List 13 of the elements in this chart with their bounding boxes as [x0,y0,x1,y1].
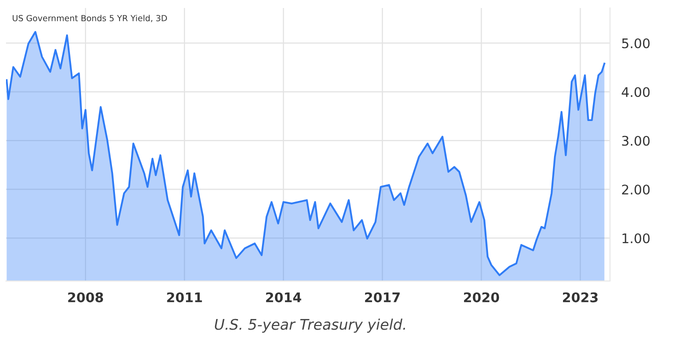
y-tick-label: 2.00 [622,184,650,195]
y-tick-label: 1.00 [622,233,650,244]
text: US Government Bonds 5 YR Yield, 3D [12,14,167,22]
x-tick-label: 2008 [68,292,104,302]
x-tick-label: 2023 [562,292,598,302]
y-tick-label: 5.00 [622,38,650,48]
y-tick-label: 3.00 [622,136,650,146]
x-tick-label: 2017 [365,292,400,302]
y-tick-label: 4.00 [622,87,650,98]
x-tick-label: 2014 [266,292,302,302]
x-tick-label: 2020 [464,292,500,302]
x-tick-label: 2011 [167,292,202,302]
text: U.S. 5-year Treasury yield. [214,318,406,333]
